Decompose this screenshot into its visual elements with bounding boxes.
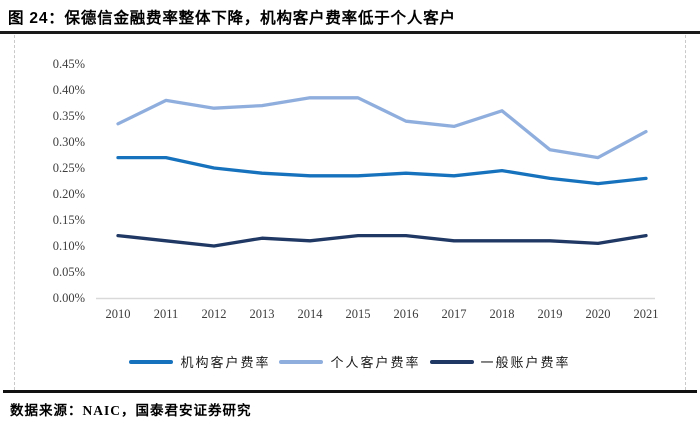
- x-tick-label: 2019: [537, 307, 563, 321]
- y-tick-label: 0.30%: [52, 134, 85, 149]
- x-tick-label: 2018: [489, 307, 515, 321]
- x-tick-label: 2013: [249, 307, 275, 321]
- series-line-2: [116, 233, 648, 248]
- title-divider: [0, 31, 700, 34]
- x-tick-label: 2012: [201, 307, 227, 321]
- legend-item-individual: 个人客户费率: [279, 352, 420, 371]
- chart-legend: 机构客户费率 个人客户费率 一般账户费率: [15, 352, 685, 371]
- data-source: 数据来源：NAIC，国泰君安证券研究: [10, 403, 252, 418]
- chart-area: 机构客户费率 个人客户费率 一般账户费率 0.45% 0.40% 0.35% 0.30…: [14, 35, 686, 390]
- series-line-0: [116, 155, 648, 186]
- y-tick-label: 0.35%: [52, 108, 85, 123]
- y-tick-label: 0.25%: [52, 160, 85, 175]
- x-tick-label: 2011: [153, 307, 179, 321]
- individual-line-swatch-icon: [279, 359, 324, 364]
- y-tick-label: 0.15%: [52, 212, 85, 227]
- bottom-divider: [3, 390, 697, 393]
- y-tick-label: 0.45%: [52, 56, 85, 71]
- legend-item-general-account: 一般账户费率: [429, 352, 571, 371]
- x-tick-label: 2016: [393, 307, 419, 321]
- x-tick-label: 2021: [633, 307, 659, 321]
- legend-item-institutional: 机构客户费率: [129, 352, 270, 371]
- legend-label-general-account: 一般账户费率: [480, 355, 571, 370]
- y-tick-label: 0.00%: [52, 290, 85, 305]
- figure-title: 图 24：保德信金融费率整体下降，机构客户费率低于个人客户: [8, 10, 456, 27]
- legend-label-individual: 个人客户费率: [330, 355, 421, 370]
- y-tick-label: 0.10%: [52, 238, 85, 253]
- line-chart: [96, 96, 655, 300]
- x-tick-label: 2015: [345, 307, 371, 321]
- general-account-line-swatch-icon: [429, 359, 474, 364]
- x-tick-label: 2010: [105, 307, 131, 321]
- y-tick-label: 0.40%: [52, 82, 85, 97]
- x-tick-label: 2014: [297, 307, 323, 321]
- institutional-line-swatch-icon: [129, 359, 174, 364]
- series-line-1: [116, 96, 648, 160]
- y-tick-label: 0.05%: [52, 264, 85, 279]
- y-tick-label: 0.20%: [52, 186, 85, 201]
- legend-label-institutional: 机构客户费率: [180, 355, 271, 370]
- x-tick-label: 2017: [441, 307, 467, 321]
- x-tick-label: 2020: [585, 307, 611, 321]
